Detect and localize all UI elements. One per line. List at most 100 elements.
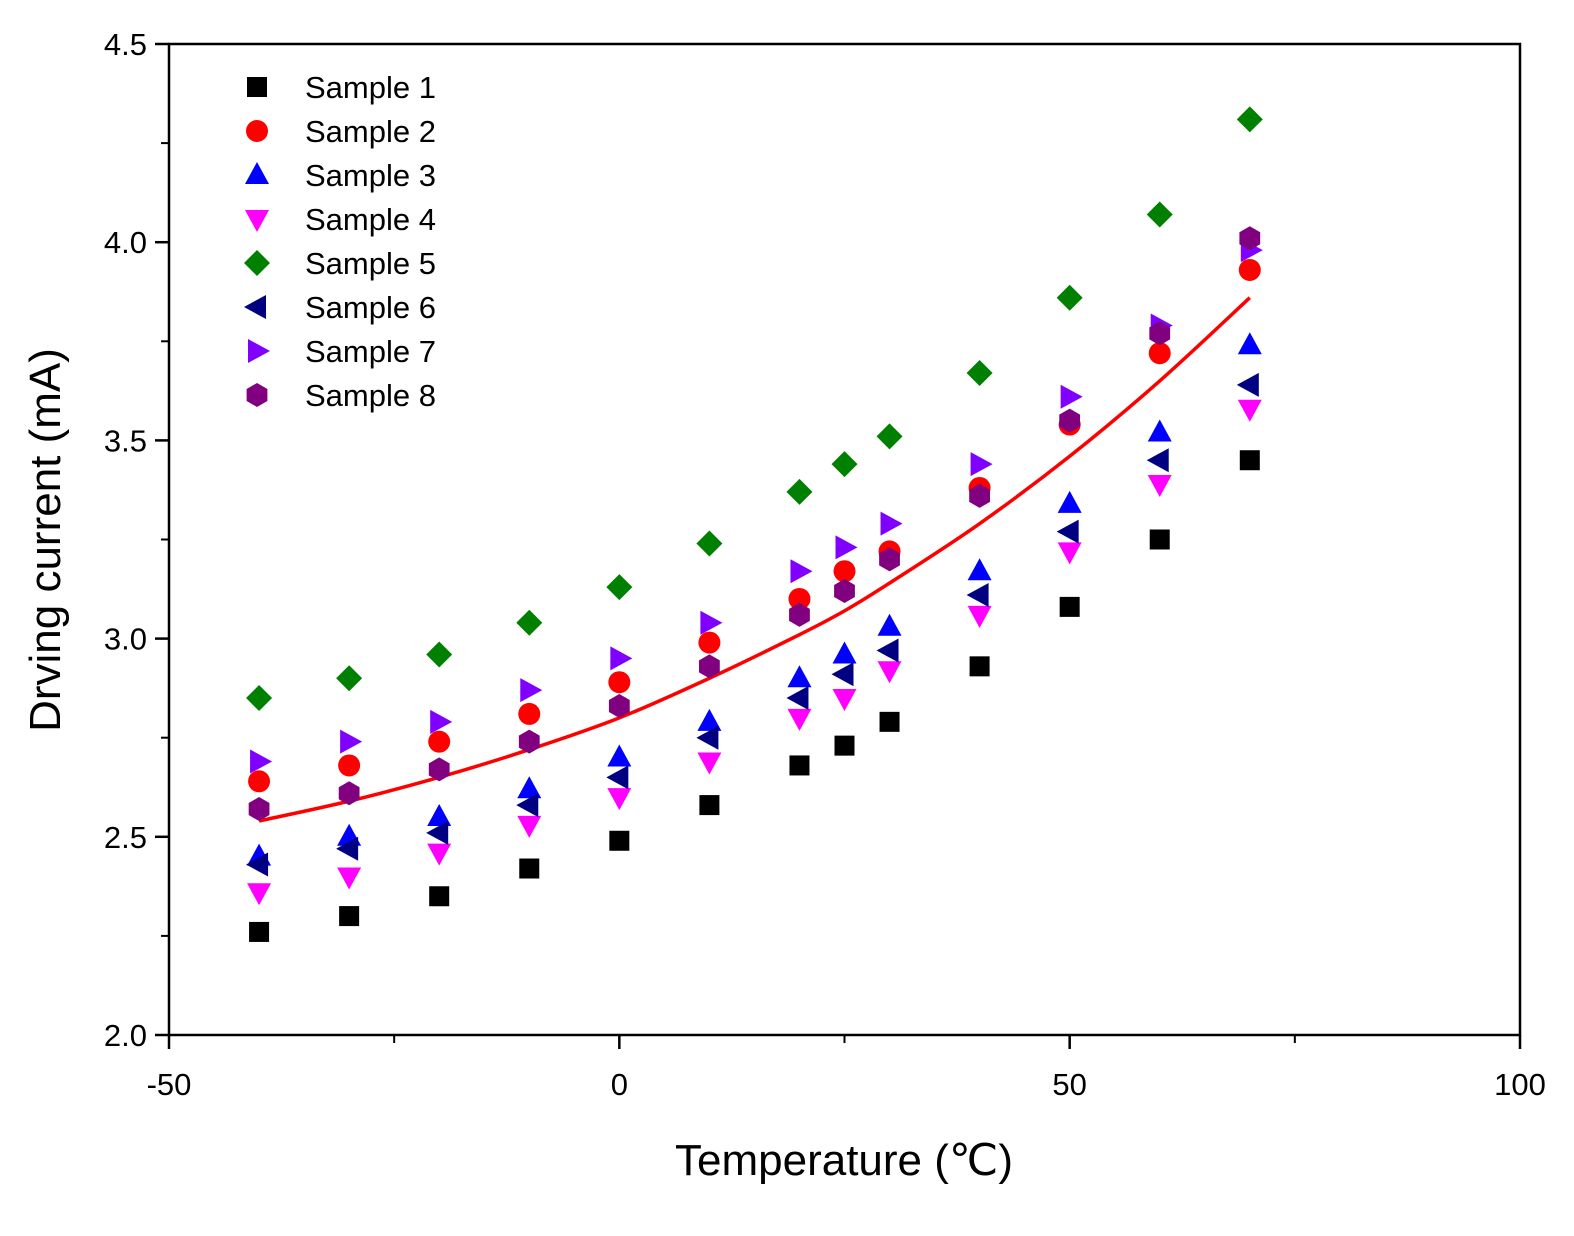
legend-label: Sample 3 xyxy=(305,158,436,193)
legend-marker-sample-5 xyxy=(244,250,270,276)
sample-8-point xyxy=(699,654,720,679)
sample-8-point xyxy=(608,693,630,718)
sample-7-point xyxy=(970,452,993,477)
sample-5-point xyxy=(336,665,363,692)
sample-2-point xyxy=(518,702,541,725)
sample-8-point xyxy=(834,579,855,604)
sample-6-point xyxy=(1146,448,1169,473)
sample-4-point xyxy=(607,788,632,811)
sample-8-point xyxy=(518,729,540,754)
x-tick-label: -50 xyxy=(147,1067,192,1102)
legend-label: Sample 1 xyxy=(305,70,436,105)
sample-2-point xyxy=(788,587,811,610)
y-tick-label: 2.5 xyxy=(104,820,147,855)
sample-3-point xyxy=(877,613,902,636)
sample-7-point xyxy=(790,559,813,584)
legend-label: Sample 7 xyxy=(305,334,436,369)
sample-5-point xyxy=(966,360,993,387)
sample-1-point xyxy=(879,711,900,732)
sample-4-point xyxy=(517,815,542,838)
legend-label: Sample 8 xyxy=(305,378,436,413)
sample-1-point xyxy=(339,906,360,927)
legend-marker-sample-7 xyxy=(248,339,270,363)
sample-2-point xyxy=(1238,258,1261,281)
sample-3-point xyxy=(607,744,632,767)
y-axis-title: Drving current (mA) xyxy=(21,348,70,732)
sample-6-point xyxy=(1236,372,1259,397)
fit-curve-group xyxy=(258,296,1251,823)
sample-3-point xyxy=(967,558,992,581)
sample-4-point xyxy=(967,605,992,628)
sample-4-point xyxy=(1057,542,1082,565)
sample-4-point xyxy=(787,708,812,731)
sample-5-point xyxy=(1056,284,1083,311)
legend-label: Sample 4 xyxy=(305,202,436,237)
sample-6-point xyxy=(831,662,854,687)
sample-5-point xyxy=(1236,106,1263,133)
x-tick-label: 100 xyxy=(1494,1067,1546,1102)
sample-2-point xyxy=(1148,342,1171,365)
sample-5-point xyxy=(696,530,723,557)
sample-6-point xyxy=(1056,519,1079,544)
sample-5-point xyxy=(516,609,543,636)
sample-7-point xyxy=(250,749,273,774)
sample-2-point xyxy=(608,671,631,694)
fit-curve xyxy=(258,296,1251,823)
sample-5-point xyxy=(876,423,903,450)
legend-marker-sample-3 xyxy=(245,162,269,184)
sample-6-point xyxy=(516,793,539,818)
sample-2-point xyxy=(338,754,361,777)
sample-3-point xyxy=(697,708,722,731)
y-tick-label: 3.0 xyxy=(104,622,147,657)
sample-8-point xyxy=(969,483,990,508)
sample-4-point xyxy=(1237,399,1262,422)
sample-1-point xyxy=(249,921,270,942)
y-tick-label: 4.0 xyxy=(104,225,147,260)
sample-3-point xyxy=(1147,419,1172,442)
sample-1-point xyxy=(1059,596,1080,617)
y-tick-label: 2.0 xyxy=(104,1018,147,1053)
legend-label: Sample 6 xyxy=(305,290,436,325)
sample-7-point xyxy=(880,511,903,536)
sample-2-point xyxy=(833,560,856,583)
sample-5-point xyxy=(786,478,813,505)
axis-ticks: -50 0 50 100 2.0 2.5 3.0 3.5 4.0 4.5 xyxy=(104,27,1546,1102)
sample-7-point xyxy=(520,678,543,703)
sample-1-point xyxy=(1239,450,1260,471)
legend-label: Sample 5 xyxy=(305,246,436,281)
sample-6-point xyxy=(876,638,899,663)
sample-2-point xyxy=(698,631,721,654)
sample-8-point xyxy=(879,547,900,572)
legend-marker-sample-4 xyxy=(245,210,269,232)
sample-6-point xyxy=(336,836,359,861)
sample-7-point xyxy=(610,646,633,671)
sample-4-point xyxy=(427,843,452,866)
sample-8-point xyxy=(338,781,360,806)
sample-7-point xyxy=(700,610,723,635)
sample-5-point xyxy=(246,685,273,712)
sample-4-point xyxy=(877,661,902,684)
sample-8-point xyxy=(789,602,810,627)
sample-1-point xyxy=(699,795,720,816)
sample-7-point xyxy=(1060,384,1083,409)
sample-4-point xyxy=(697,752,722,775)
x-tick-label: 50 xyxy=(1052,1067,1086,1102)
x-tick-label: 0 xyxy=(611,1067,628,1102)
sample-1-point xyxy=(834,735,855,756)
y-tick-label: 4.5 xyxy=(104,27,147,62)
data-points xyxy=(246,106,1263,942)
sample-1-point xyxy=(1149,529,1170,550)
sample-5-point xyxy=(426,641,453,668)
legend: Sample 1 Sample 2 Sample 3 Sample 4 Sample 5… xyxy=(244,70,436,413)
sample-7-point xyxy=(340,729,363,754)
sample-3-point xyxy=(517,776,542,799)
sample-4-point xyxy=(1147,475,1172,498)
legend-marker-sample-6 xyxy=(244,295,266,319)
sample-1-point xyxy=(429,886,450,907)
sample-6-point xyxy=(606,765,629,790)
sample-6-point xyxy=(246,852,269,877)
sample-3-point xyxy=(1237,332,1262,355)
sample-2-point xyxy=(248,770,271,793)
sample-7-point xyxy=(835,535,858,560)
sample-3-point xyxy=(427,803,452,826)
